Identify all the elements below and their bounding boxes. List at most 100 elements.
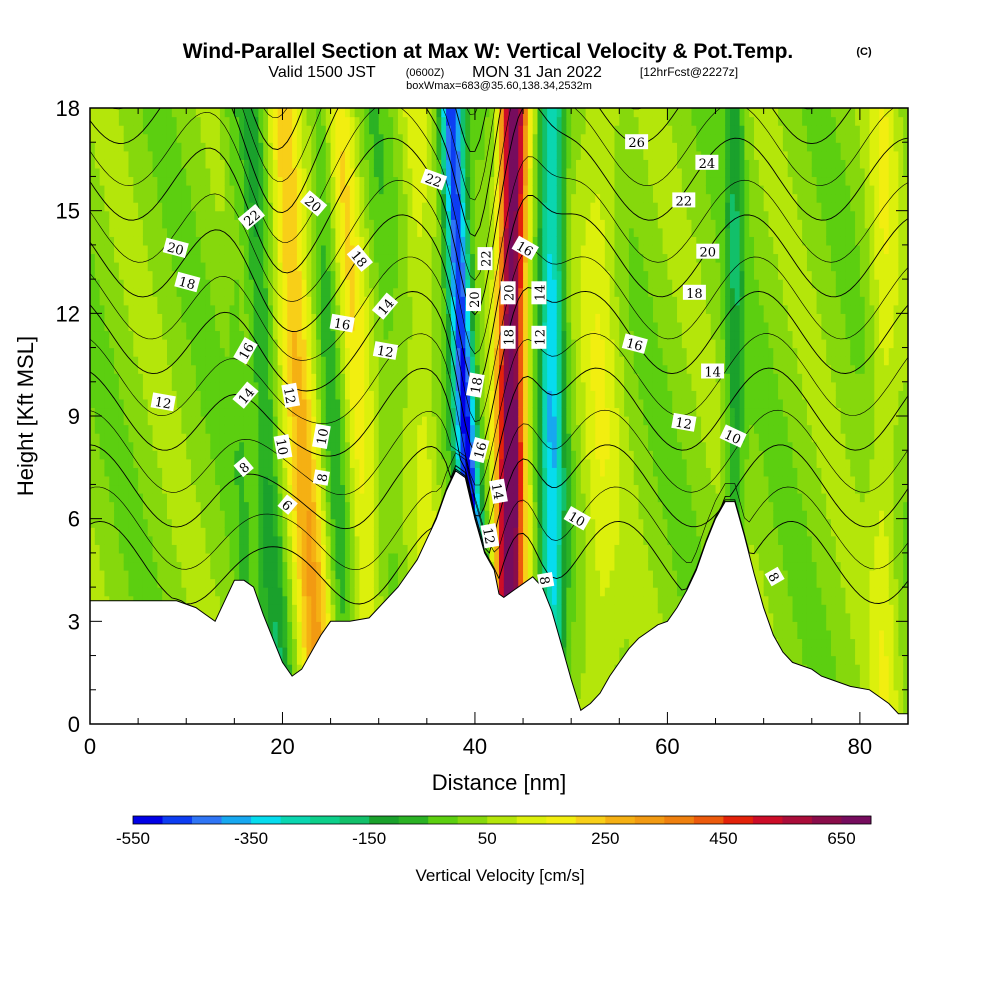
w-cell bbox=[224, 142, 231, 152]
w-cell bbox=[138, 595, 144, 605]
w-cell bbox=[253, 458, 260, 468]
w-cell bbox=[417, 321, 423, 332]
w-cell bbox=[138, 167, 144, 178]
w-cell bbox=[147, 347, 154, 357]
w-cell bbox=[99, 142, 106, 152]
w-cell bbox=[417, 373, 423, 383]
w-cell bbox=[90, 116, 96, 126]
w-cell bbox=[345, 193, 351, 203]
w-cell bbox=[248, 364, 255, 374]
w-cell bbox=[373, 518, 380, 528]
w-cell bbox=[402, 373, 409, 383]
w-cell bbox=[258, 296, 264, 306]
w-cell bbox=[152, 501, 158, 511]
w-cell bbox=[253, 313, 260, 323]
w-cell bbox=[243, 125, 250, 135]
w-cell bbox=[219, 133, 226, 143]
w-cell bbox=[282, 219, 288, 229]
w-cell bbox=[128, 133, 134, 143]
w-cell bbox=[287, 125, 293, 135]
w-cell bbox=[397, 133, 404, 143]
w-cell bbox=[171, 270, 178, 280]
w-cell bbox=[417, 347, 423, 357]
w-cell bbox=[268, 527, 274, 537]
w-cell bbox=[301, 125, 308, 135]
w-cell bbox=[195, 142, 202, 152]
w-cell bbox=[325, 501, 332, 511]
w-cell bbox=[195, 321, 202, 332]
w-cell bbox=[349, 193, 356, 203]
w-cell bbox=[109, 287, 115, 297]
w-cell bbox=[373, 484, 380, 494]
w-cell bbox=[152, 595, 158, 605]
w-cell bbox=[133, 244, 139, 255]
w-cell bbox=[239, 279, 245, 289]
w-cell bbox=[359, 330, 365, 340]
w-cell bbox=[378, 227, 385, 237]
w-cell bbox=[407, 159, 413, 169]
w-cell bbox=[243, 433, 250, 443]
w-cell bbox=[417, 441, 423, 451]
w-cell bbox=[340, 587, 346, 597]
w-cell bbox=[402, 270, 409, 280]
w-cell bbox=[412, 398, 418, 409]
w-cell bbox=[191, 321, 197, 332]
w-cell bbox=[229, 219, 235, 229]
w-cell bbox=[301, 475, 308, 486]
w-cell bbox=[393, 458, 399, 468]
w-cell bbox=[378, 595, 385, 605]
w-cell bbox=[340, 330, 346, 340]
w-cell bbox=[412, 373, 418, 383]
w-cell bbox=[133, 159, 139, 169]
w-cell bbox=[349, 142, 356, 152]
w-cell bbox=[301, 587, 308, 597]
w-cell bbox=[330, 501, 336, 511]
w-cell bbox=[243, 424, 250, 434]
w-cell bbox=[287, 578, 293, 588]
w-cell bbox=[109, 227, 115, 237]
w-cell bbox=[393, 253, 399, 263]
w-cell bbox=[301, 142, 308, 152]
w-cell bbox=[210, 313, 216, 323]
w-cell bbox=[263, 227, 269, 237]
w-cell bbox=[292, 493, 298, 503]
w-cell bbox=[325, 185, 332, 195]
w-cell bbox=[263, 347, 269, 357]
w-cell bbox=[316, 416, 322, 426]
w-cell bbox=[215, 142, 221, 152]
w-cell bbox=[407, 510, 413, 520]
w-cell bbox=[114, 330, 120, 340]
w-cell bbox=[325, 219, 332, 229]
w-cell bbox=[128, 424, 134, 434]
w-cell bbox=[229, 544, 235, 554]
w-cell bbox=[378, 467, 385, 477]
w-cell bbox=[157, 244, 163, 255]
w-cell bbox=[162, 108, 168, 118]
w-cell bbox=[243, 561, 250, 571]
w-cell bbox=[248, 176, 255, 186]
w-cell bbox=[320, 253, 327, 263]
w-cell bbox=[215, 185, 221, 195]
w-cell bbox=[388, 279, 394, 289]
w-cell bbox=[268, 236, 274, 246]
w-cell bbox=[393, 304, 399, 314]
w-cell bbox=[176, 304, 183, 314]
w-cell bbox=[162, 185, 168, 195]
w-cell bbox=[239, 364, 245, 374]
w-cell bbox=[335, 339, 341, 349]
w-cell bbox=[234, 339, 240, 349]
w-cell bbox=[335, 484, 341, 494]
w-cell bbox=[345, 219, 351, 229]
w-cell bbox=[258, 501, 264, 511]
w-cell bbox=[268, 493, 274, 503]
w-cell bbox=[397, 364, 404, 374]
w-cell bbox=[109, 364, 115, 374]
w-cell bbox=[402, 125, 409, 135]
w-cell bbox=[229, 373, 235, 383]
w-cell bbox=[162, 270, 168, 280]
w-cell bbox=[205, 176, 211, 186]
w-cell bbox=[195, 253, 202, 263]
w-cell bbox=[195, 116, 202, 126]
w-cell bbox=[301, 108, 308, 118]
w-cell bbox=[234, 467, 240, 477]
